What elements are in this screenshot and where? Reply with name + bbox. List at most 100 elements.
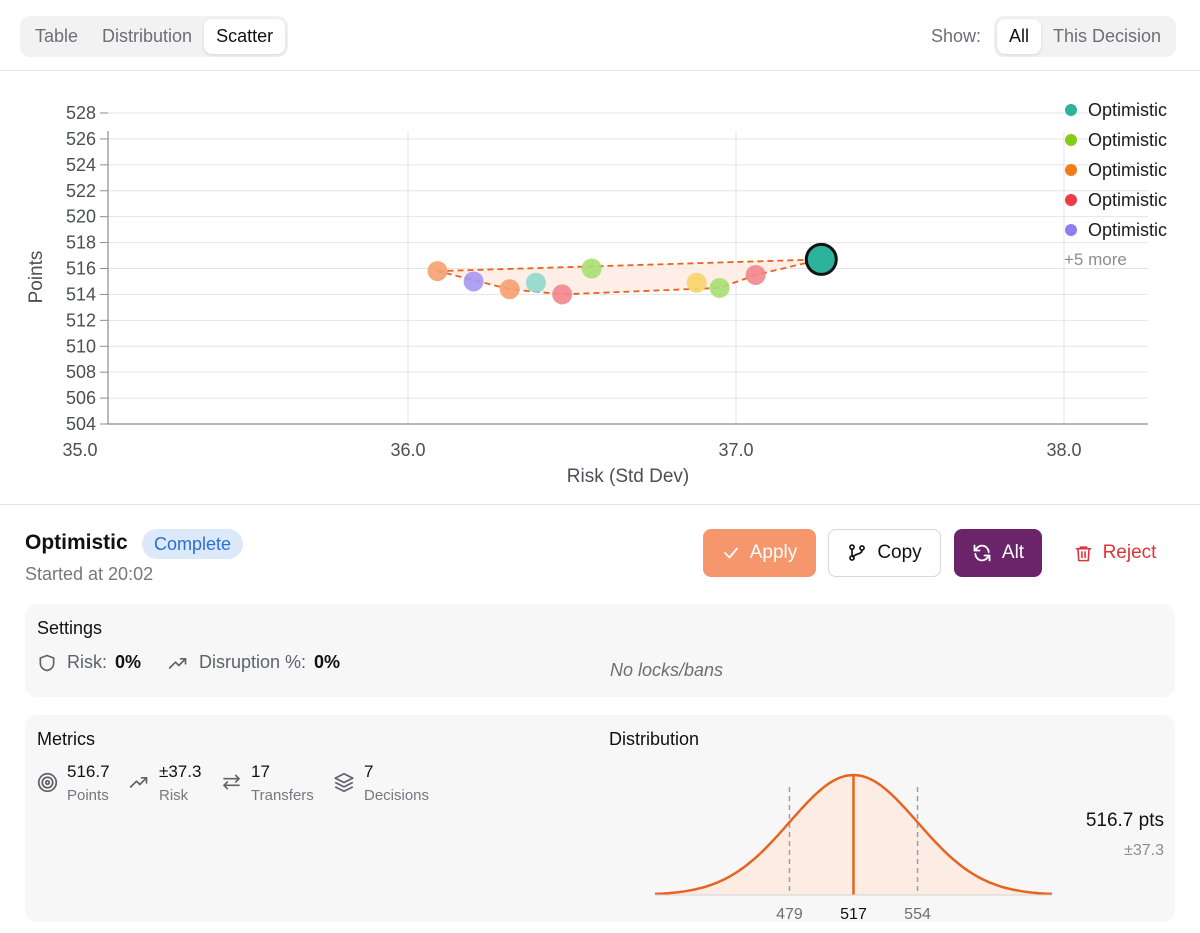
- copy-button[interactable]: Copy: [828, 529, 941, 577]
- y-tick-label: 510: [66, 336, 96, 356]
- scatter-chart-panel: 528 526 524 522 520 518 516 514 512 510 508 506 504 3…: [0, 71, 1200, 505]
- tab-scatter[interactable]: Scatter: [204, 19, 286, 54]
- reject-label: Reject: [1102, 542, 1157, 563]
- y-tick-label: 526: [66, 129, 96, 149]
- y-tick-label: 528: [66, 103, 96, 123]
- show-filter-toggle: All This Decision: [994, 16, 1177, 57]
- scatter-point: [686, 272, 707, 293]
- refresh-icon: [973, 544, 991, 562]
- legend-swatch: [1065, 134, 1077, 146]
- selected-point: [804, 242, 838, 276]
- y-tick-label: 518: [66, 233, 96, 253]
- legend-label: Optimistic: [1088, 219, 1168, 240]
- distribution-heading: Distribution: [609, 729, 700, 749]
- legend-more-link[interactable]: +5 more: [1064, 250, 1127, 269]
- legend-item[interactable]: Optimistic: [1060, 125, 1180, 155]
- layers-icon: [334, 772, 354, 793]
- legend-label: Optimistic: [1088, 159, 1168, 180]
- disruption-setting: Disruption %: 0%: [167, 652, 340, 673]
- y-tick-label: 512: [66, 310, 96, 330]
- target-icon: [37, 772, 58, 793]
- x-tick-label: 36.0: [390, 440, 425, 460]
- y-tick-label: 520: [66, 207, 96, 227]
- x-tick-label: 35.0: [62, 440, 97, 460]
- legend-swatch: [1065, 224, 1077, 236]
- metric-transfers-value: 17: [251, 762, 270, 781]
- legend-item[interactable]: Optimistic: [1060, 155, 1180, 185]
- y-tick-label: 516: [66, 259, 96, 279]
- legend-item[interactable]: Optimistic: [1060, 185, 1180, 215]
- metric-points: 516.7 Points: [37, 762, 110, 810]
- scatter-point: [525, 272, 546, 293]
- distribution-high-tick: 554: [904, 906, 931, 920]
- trash-icon: [1075, 545, 1091, 561]
- scatter-point: [463, 271, 484, 292]
- apply-button[interactable]: Apply: [703, 529, 816, 577]
- view-tabs: Table Distribution Scatter: [20, 16, 289, 57]
- scatter-point: [709, 277, 730, 298]
- alt-button[interactable]: Alt: [954, 529, 1042, 577]
- status-badge: Complete: [142, 529, 244, 559]
- decision-title: Optimistic: [25, 531, 128, 554]
- metrics-panel: Metrics 516.7 Points ±37.3 Risk 17 Transfer…: [25, 715, 1175, 922]
- tab-table[interactable]: Table: [35, 26, 79, 46]
- view-toolbar: Table Distribution Scatter Show: All Thi…: [0, 0, 1200, 71]
- reject-button[interactable]: Reject: [1058, 529, 1172, 577]
- metric-points-value: 516.7: [67, 762, 110, 781]
- scatter-point: [427, 261, 448, 282]
- metric-points-label: Points: [67, 787, 109, 804]
- legend-item[interactable]: Optimistic: [1060, 215, 1180, 245]
- chart-legend: Optimistic Optimistic Optimistic Optimis…: [1060, 95, 1180, 275]
- scatter-point: [499, 279, 520, 300]
- y-tick-label: 524: [66, 155, 96, 175]
- metric-risk-label: Risk: [159, 787, 189, 804]
- distribution-mean-tick: 517: [840, 906, 867, 920]
- tab-distribution[interactable]: Distribution: [102, 26, 193, 46]
- x-tick-label: 38.0: [1046, 440, 1081, 460]
- show-all-option[interactable]: All: [997, 19, 1042, 54]
- metric-decisions-label: Decisions: [364, 787, 430, 804]
- scatter-point: [745, 264, 766, 285]
- scatter-point: [581, 258, 602, 279]
- show-this-decision-option[interactable]: This Decision: [1053, 26, 1162, 46]
- x-tick-label: 37.0: [718, 440, 753, 460]
- scatter-chart: 528 526 524 522 520 518 516 514 512 510 508 506 504 3…: [26, 103, 1148, 487]
- alt-label: Alt: [1001, 542, 1025, 563]
- disruption-setting-label: Disruption %:: [199, 652, 307, 672]
- legend-swatch: [1065, 104, 1077, 116]
- git-branch-icon: [849, 544, 866, 561]
- legend-label: Optimistic: [1088, 189, 1168, 210]
- disruption-setting-value: 0%: [314, 652, 341, 672]
- locks-bans-status: No locks/bans: [610, 660, 724, 680]
- metric-transfers-label: Transfers: [251, 787, 314, 804]
- metric-risk-value: ±37.3: [159, 762, 202, 781]
- shield-icon: [39, 654, 55, 671]
- x-axis-label: Risk (Std Dev): [567, 466, 689, 487]
- metric-decisions: 7 Decisions: [333, 762, 429, 810]
- settings-panel: Settings Risk: 0% Disruption %: 0% No lo…: [25, 604, 1175, 697]
- legend-item[interactable]: Optimistic: [1060, 95, 1180, 125]
- legend-swatch: [1065, 164, 1077, 176]
- metric-transfers: 17 Transfers: [221, 762, 314, 810]
- trend-up-icon: [168, 657, 187, 669]
- y-tick-label: 504: [66, 414, 96, 434]
- transfer-icon: [223, 774, 240, 790]
- risk-setting-label: Risk:: [67, 652, 107, 672]
- metrics-heading: Metrics: [37, 729, 95, 749]
- y-tick-label: 508: [66, 362, 96, 382]
- scatter-point: [552, 284, 573, 305]
- metric-risk: ±37.3 Risk: [128, 762, 201, 810]
- risk-setting-value: 0%: [115, 652, 142, 672]
- y-axis-label: Points: [26, 251, 47, 304]
- trend-up-icon: [129, 777, 148, 788]
- y-tick-label: 522: [66, 181, 96, 201]
- legend-label: Optimistic: [1088, 99, 1168, 120]
- risk-setting: Risk: 0%: [37, 652, 141, 673]
- apply-label: Apply: [749, 542, 798, 563]
- distribution-low-tick: 479: [776, 906, 803, 920]
- distribution-std-value: ±37.3: [1124, 842, 1164, 859]
- legend-label: Optimistic: [1088, 129, 1168, 150]
- metric-decisions-value: 7: [364, 762, 374, 781]
- distribution-curve: 479 517 554: [654, 773, 1053, 920]
- y-tick-label: 506: [66, 388, 96, 408]
